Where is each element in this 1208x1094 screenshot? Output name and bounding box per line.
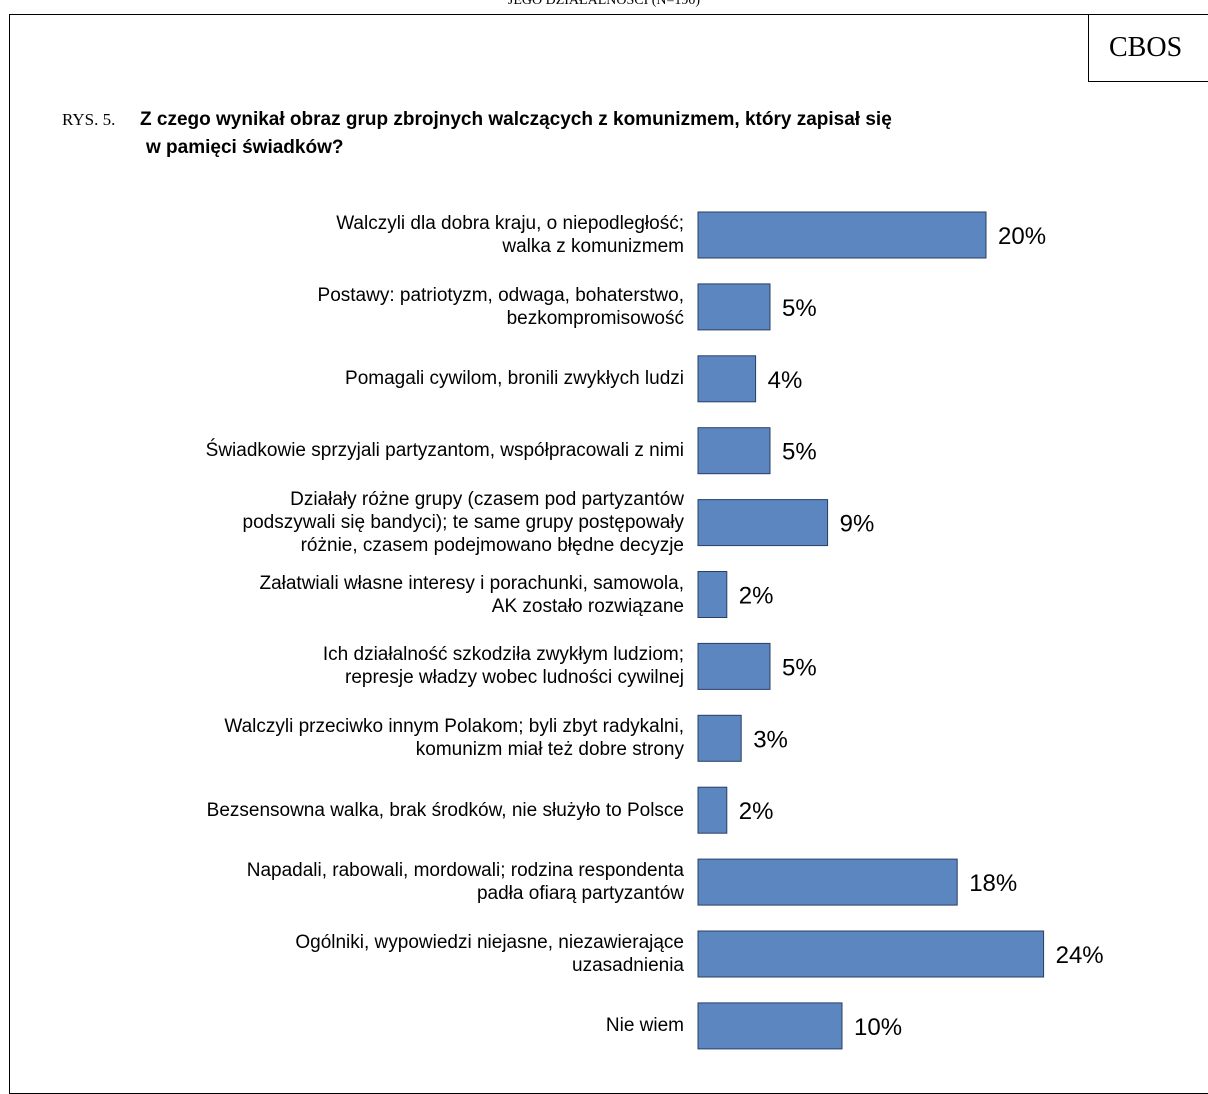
bar-12 xyxy=(697,1002,843,1050)
data-label-7: 5% xyxy=(782,654,817,681)
bar-1 xyxy=(697,211,987,259)
category-label-2: Postawy: patriotyzm, odwaga, bohaterstwo… xyxy=(317,284,684,329)
bar-2 xyxy=(697,283,771,331)
figure-title-line2: w pamięci świadków? xyxy=(146,137,344,158)
data-label-10: 18% xyxy=(969,870,1017,897)
category-label-5: Działały różne grupy (czasem pod partyza… xyxy=(242,489,684,557)
data-label-6: 2% xyxy=(739,583,774,610)
bar-5 xyxy=(697,499,829,547)
category-label-10: Napadali, rabowali, mordowali; rodzina r… xyxy=(246,860,684,905)
data-label-5: 9% xyxy=(840,511,875,538)
bar-7 xyxy=(697,642,771,690)
data-label-2: 5% xyxy=(782,295,817,322)
category-label-9: Bezsensowna walka, brak środków, nie słu… xyxy=(206,799,684,821)
bar-3 xyxy=(697,355,757,403)
category-label-4: Świadkowie sprzyjali partyzantom, współp… xyxy=(205,440,684,462)
category-label-8: Walczyli przeciwko innym Polakom; byli z… xyxy=(224,716,684,761)
bar-11 xyxy=(697,930,1045,978)
category-label-11: Ogólniki, wypowiedzi niejasne, niezawier… xyxy=(295,932,684,976)
cbos-brand-box: CBOS xyxy=(1088,14,1208,82)
category-label-1: Walczyli dla dobra kraju, o niepodległoś… xyxy=(336,213,684,257)
category-label-6: Załatwiali własne interesy i porachunki,… xyxy=(259,572,684,617)
figure-number: RYS. 5. xyxy=(62,110,116,129)
category-label-7: Ich działalność szkodziła zwykłym ludzio… xyxy=(322,644,684,689)
bar-9 xyxy=(697,786,728,834)
bar-4 xyxy=(697,427,771,475)
bar-6 xyxy=(697,571,728,618)
data-label-12: 10% xyxy=(854,1014,902,1041)
data-label-11: 24% xyxy=(1056,942,1104,969)
data-label-3: 4% xyxy=(768,367,803,394)
data-label-9: 2% xyxy=(739,798,774,825)
top-caption: JEGO DZIAŁALNOŚCI (N=190) xyxy=(507,0,701,8)
figure-title-line1: Z czego wynikał obraz grup zbrojnych wal… xyxy=(140,109,892,130)
data-label-8: 3% xyxy=(753,726,788,753)
category-label-3: Pomagali cywilom, bronili zwykłych ludzi xyxy=(345,368,684,390)
category-label-12: Nie wiem xyxy=(605,1015,684,1037)
data-label-4: 5% xyxy=(782,439,817,466)
bar-10 xyxy=(697,858,958,906)
data-label-1: 20% xyxy=(998,223,1046,250)
bar-8 xyxy=(697,714,742,762)
